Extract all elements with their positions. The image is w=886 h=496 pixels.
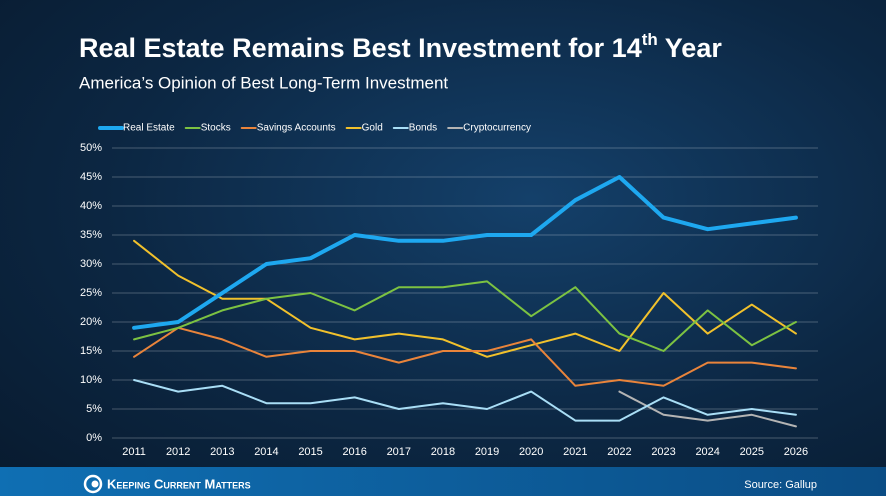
title-end: Year	[658, 33, 723, 63]
logo-icon-dot	[91, 480, 99, 488]
chart-subtitle: America’s Opinion of Best Long-Term Inve…	[79, 73, 448, 92]
x-tick-label: 2022	[607, 446, 631, 458]
y-tick-label: 0%	[86, 432, 102, 444]
legend-label: Gold	[362, 123, 383, 134]
brand: Keeping Current Matters	[107, 476, 251, 491]
x-tick-label: 2018	[431, 446, 455, 458]
source: Source: Gallup	[744, 479, 817, 491]
x-tick-label: 2025	[740, 446, 764, 458]
series-line	[133, 280, 797, 352]
series-line	[618, 390, 797, 428]
y-tick-label: 35%	[80, 229, 102, 241]
x-tick-label: 2019	[475, 446, 499, 458]
y-tick-label: 50%	[80, 142, 102, 154]
x-tick-label: 2021	[563, 446, 587, 458]
legend-label: Savings Accounts	[257, 123, 336, 134]
y-tick-label: 5%	[86, 403, 102, 415]
x-tick-label: 2020	[519, 446, 543, 458]
x-tick-label: 2023	[651, 446, 675, 458]
x-tick-label: 2012	[166, 446, 190, 458]
x-tick-label: 2014	[254, 446, 278, 458]
y-tick-label: 40%	[80, 200, 102, 212]
y-tick-label: 25%	[80, 287, 102, 299]
y-tick-label: 15%	[80, 345, 102, 357]
footer-bar	[0, 467, 886, 496]
series-line	[133, 379, 797, 422]
chart-title: Real Estate Remains Best Investment for …	[79, 30, 722, 63]
legend-label: Cryptocurrency	[463, 123, 531, 134]
legend-label: Bonds	[409, 123, 437, 134]
series-line	[133, 239, 797, 358]
x-tick-label: 2013	[210, 446, 234, 458]
title-superscript: th	[642, 30, 658, 49]
x-tick-label: 2017	[387, 446, 411, 458]
y-tick-label: 10%	[80, 374, 102, 386]
x-tick-label: 2011	[122, 446, 146, 458]
y-tick-label: 20%	[80, 316, 102, 328]
x-tick-label: 2015	[298, 446, 322, 458]
series-line	[133, 326, 797, 387]
logo-icon	[83, 474, 103, 494]
legend-label: Stocks	[201, 123, 231, 134]
x-tick-label: 2026	[784, 446, 808, 458]
legend-label: Real Estate	[123, 123, 175, 134]
title-main: Real Estate Remains Best Investment for …	[79, 33, 642, 63]
y-tick-label: 45%	[80, 171, 102, 183]
series-line	[132, 175, 798, 330]
x-tick-label: 2016	[342, 446, 366, 458]
y-tick-label: 30%	[80, 258, 102, 270]
x-tick-label: 2024	[695, 446, 719, 458]
